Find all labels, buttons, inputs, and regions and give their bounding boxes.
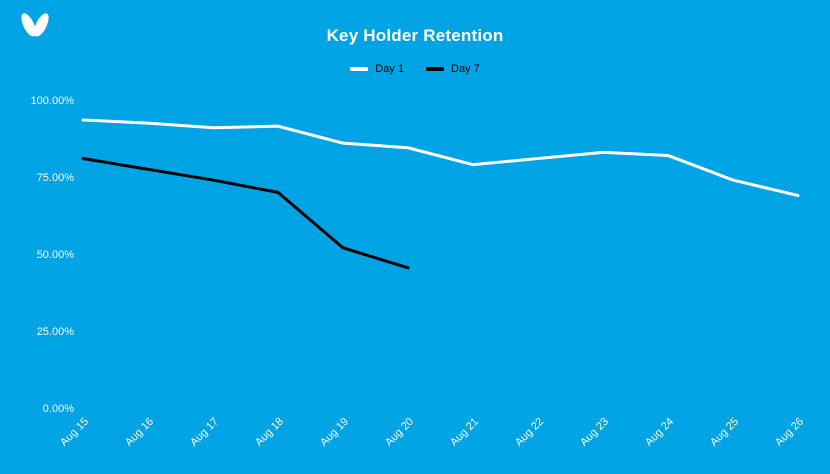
series-line-day-1 [81,118,800,197]
x-axis-label: Aug 22 [513,416,546,449]
x-axis-label: Aug 26 [773,416,806,449]
wings-logo-icon [21,13,49,37]
legend-item-day7[interactable]: Day 7 [426,63,480,75]
x-axis-label: Aug 18 [253,416,286,449]
series-line-day-7 [81,157,410,270]
x-axis-label: Aug 16 [123,416,156,449]
x-axis-label: Aug 24 [643,416,676,449]
x-axis-label: Aug 17 [188,416,221,449]
x-axis-label: Aug 19 [318,416,351,449]
chart-title: Key Holder Retention [326,26,504,45]
y-axis-label: 25.00% [37,326,75,338]
y-axis-label: 50.00% [37,249,75,261]
day1-line-swatch [350,67,369,71]
x-axis-label: Aug 25 [708,416,741,449]
x-axis-label: Aug 23 [578,416,611,449]
chart-legend: Day 1 Day 7 [0,63,830,75]
x-axis-label: Aug 21 [448,416,481,449]
legend-label-day1: Day 1 [375,63,404,75]
x-axis-label: Aug 20 [383,416,416,449]
x-axis-label: Aug 15 [58,416,91,449]
y-axis-label: 100.00% [31,95,75,107]
day7-line-swatch [426,67,444,71]
y-axis-label: 75.00% [37,172,75,184]
legend-item-day1[interactable]: Day 1 [350,63,404,75]
y-axis-label: 0.00% [43,403,74,415]
legend-label-day7: Day 7 [451,63,480,75]
